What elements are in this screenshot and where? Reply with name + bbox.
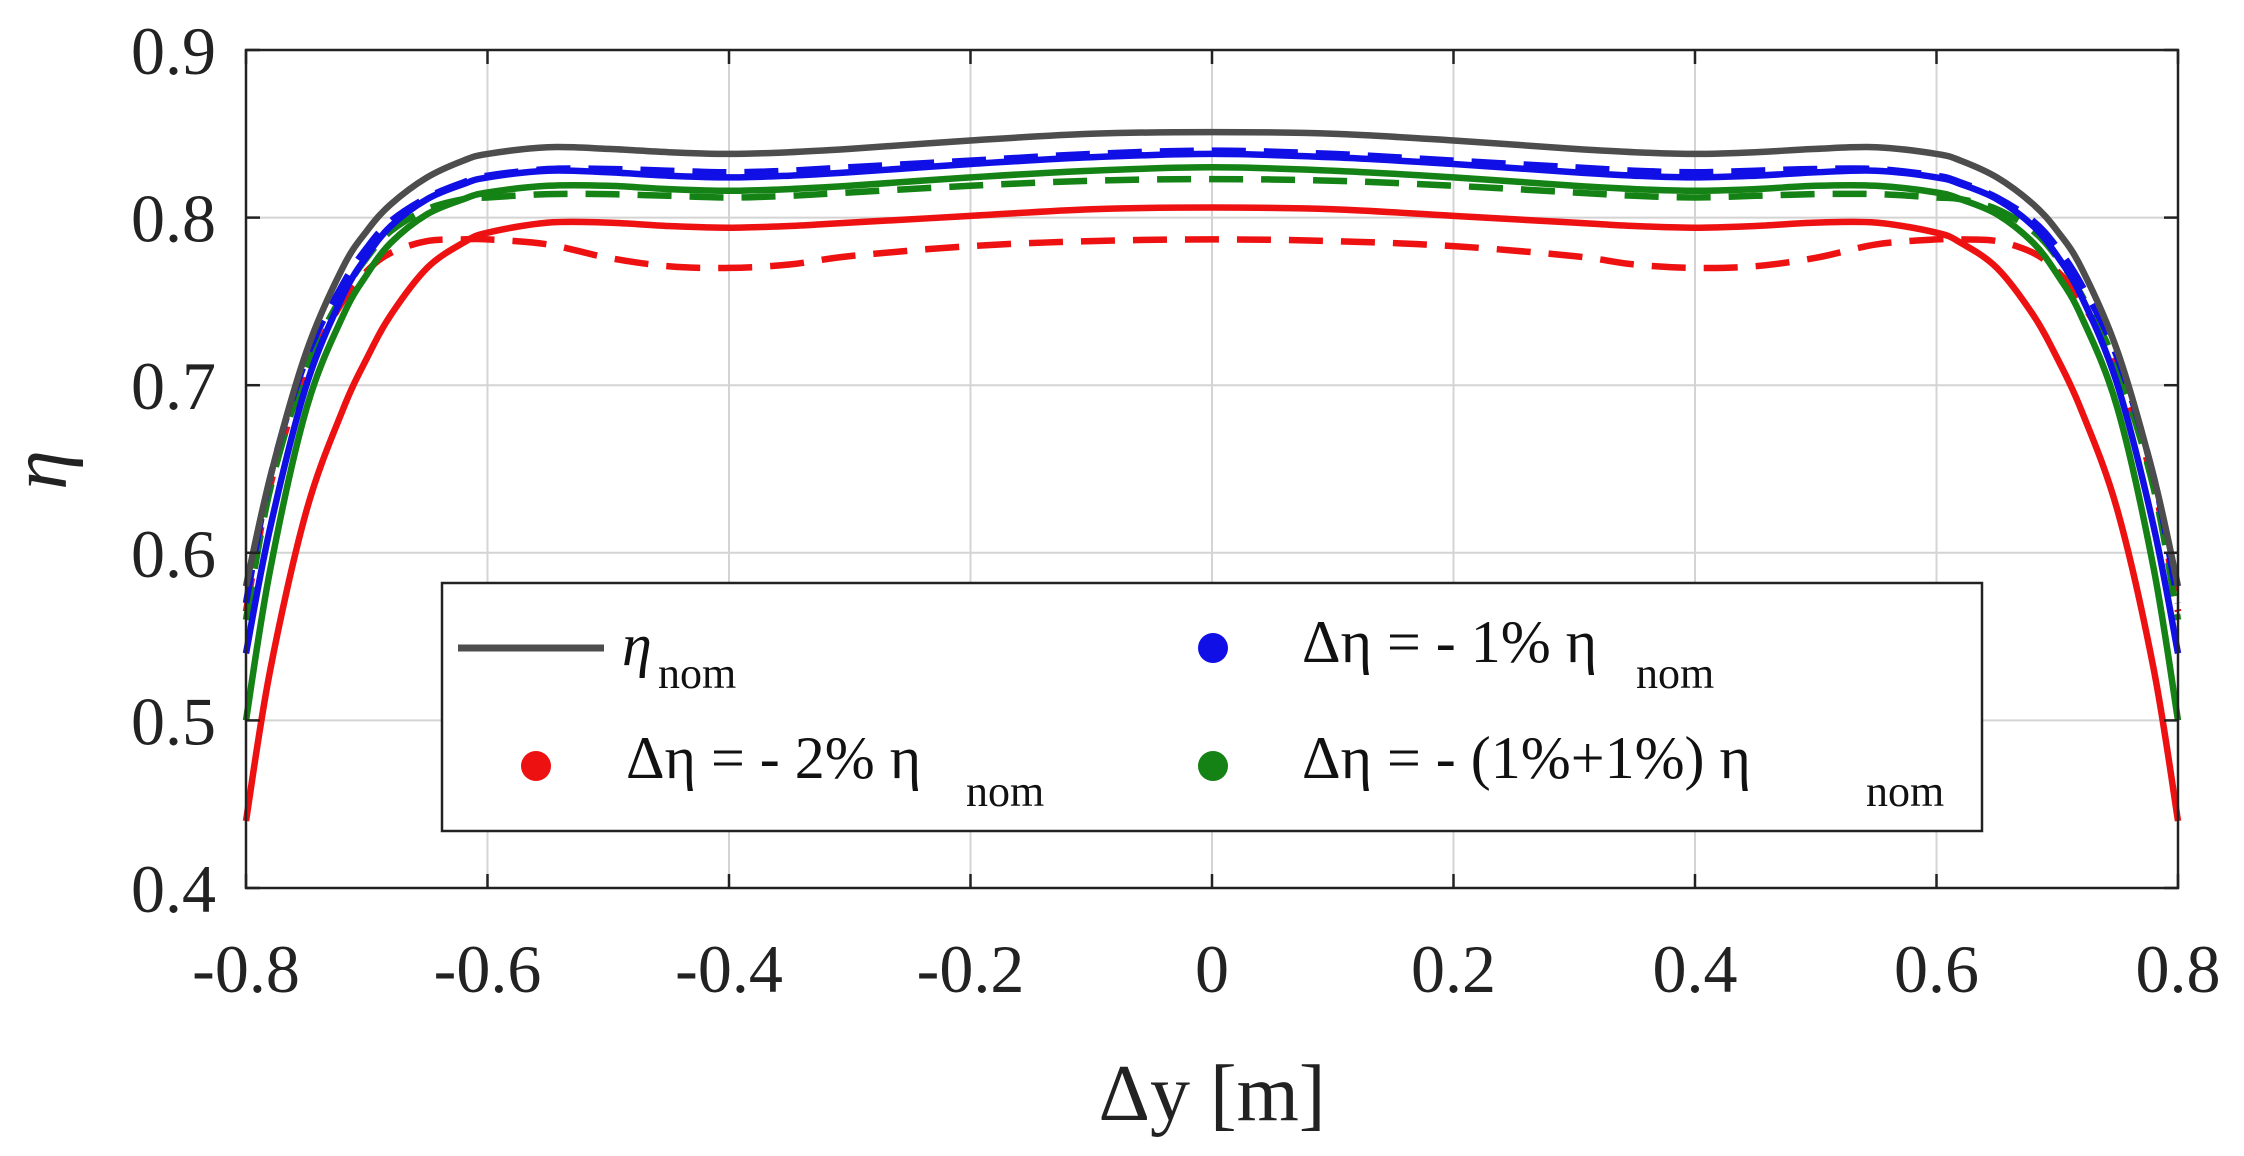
legend-subscript: nom	[658, 649, 736, 698]
x-tick-labels: -0.8 -0.6 -0.4 -0.2 0 0.2 0.4 0.6 0.8	[192, 931, 2220, 1007]
series-group	[242, 128, 2182, 822]
x-tick-label: 0	[1195, 931, 1229, 1007]
legend-swatch-dot	[1198, 633, 1228, 663]
y-tick-label: 0.4	[131, 851, 216, 927]
legend-entry-minus-1-plus-1pct: Δη = - (1%+1%) η nom	[1198, 725, 1944, 816]
x-tick-label: 0.2	[1411, 931, 1496, 1007]
x-tick-label: -0.8	[192, 931, 300, 1007]
legend-label: Δη = - 2% η	[626, 725, 921, 791]
legend-swatch-dot	[521, 751, 551, 781]
y-tick-label: 0.5	[131, 683, 216, 759]
y-tick-labels: 0.4 0.5 0.6 0.7 0.8 0.9	[131, 13, 216, 927]
legend-subscript: nom	[1866, 767, 1944, 816]
legend-swatch-dot	[1198, 751, 1228, 781]
series-line-5	[242, 204, 2182, 822]
legend-label: Δη = - 1% η	[1302, 609, 1597, 675]
x-tick-label: 0.6	[1894, 931, 1979, 1007]
x-tick-label: -0.4	[675, 931, 783, 1007]
series-line-4	[242, 175, 2182, 621]
legend-box	[440, 581, 1984, 833]
legend-subscript: nom	[966, 767, 1044, 816]
series-line-1	[242, 150, 2182, 655]
axis-ticks	[244, 48, 2180, 890]
y-tick-label: 0.9	[131, 13, 216, 89]
legend-entry-minus-1pct: Δη = - 1% η nom	[1198, 609, 1714, 698]
x-tick-label: -0.6	[434, 931, 542, 1007]
y-tick-label: 0.7	[131, 348, 216, 424]
series-line-0	[242, 128, 2182, 588]
x-axis-title: Δy [m]	[1099, 1050, 1326, 1138]
series-line-6	[242, 235, 2182, 613]
legend: η nom Δη = - 1% η nom Δη = - 2% η nom Δη…	[440, 581, 1984, 833]
x-tick-label: 0.4	[1653, 931, 1738, 1007]
x-tick-label: 0.8	[2136, 931, 2221, 1007]
y-tick-label: 0.6	[131, 516, 216, 592]
legend-label: Δη = - (1%+1%) η	[1302, 725, 1751, 791]
legend-subscript: nom	[1636, 649, 1714, 698]
legend-entry-minus-2pct: Δη = - 2% η nom	[521, 725, 1044, 816]
y-tick-label: 0.8	[131, 181, 216, 257]
legend-entry-nom: η nom	[458, 612, 736, 698]
y-axis-title: η	[0, 450, 84, 490]
series-line-3	[242, 164, 2182, 721]
legend-label: η	[622, 612, 652, 678]
x-tick-label: -0.2	[917, 931, 1025, 1007]
